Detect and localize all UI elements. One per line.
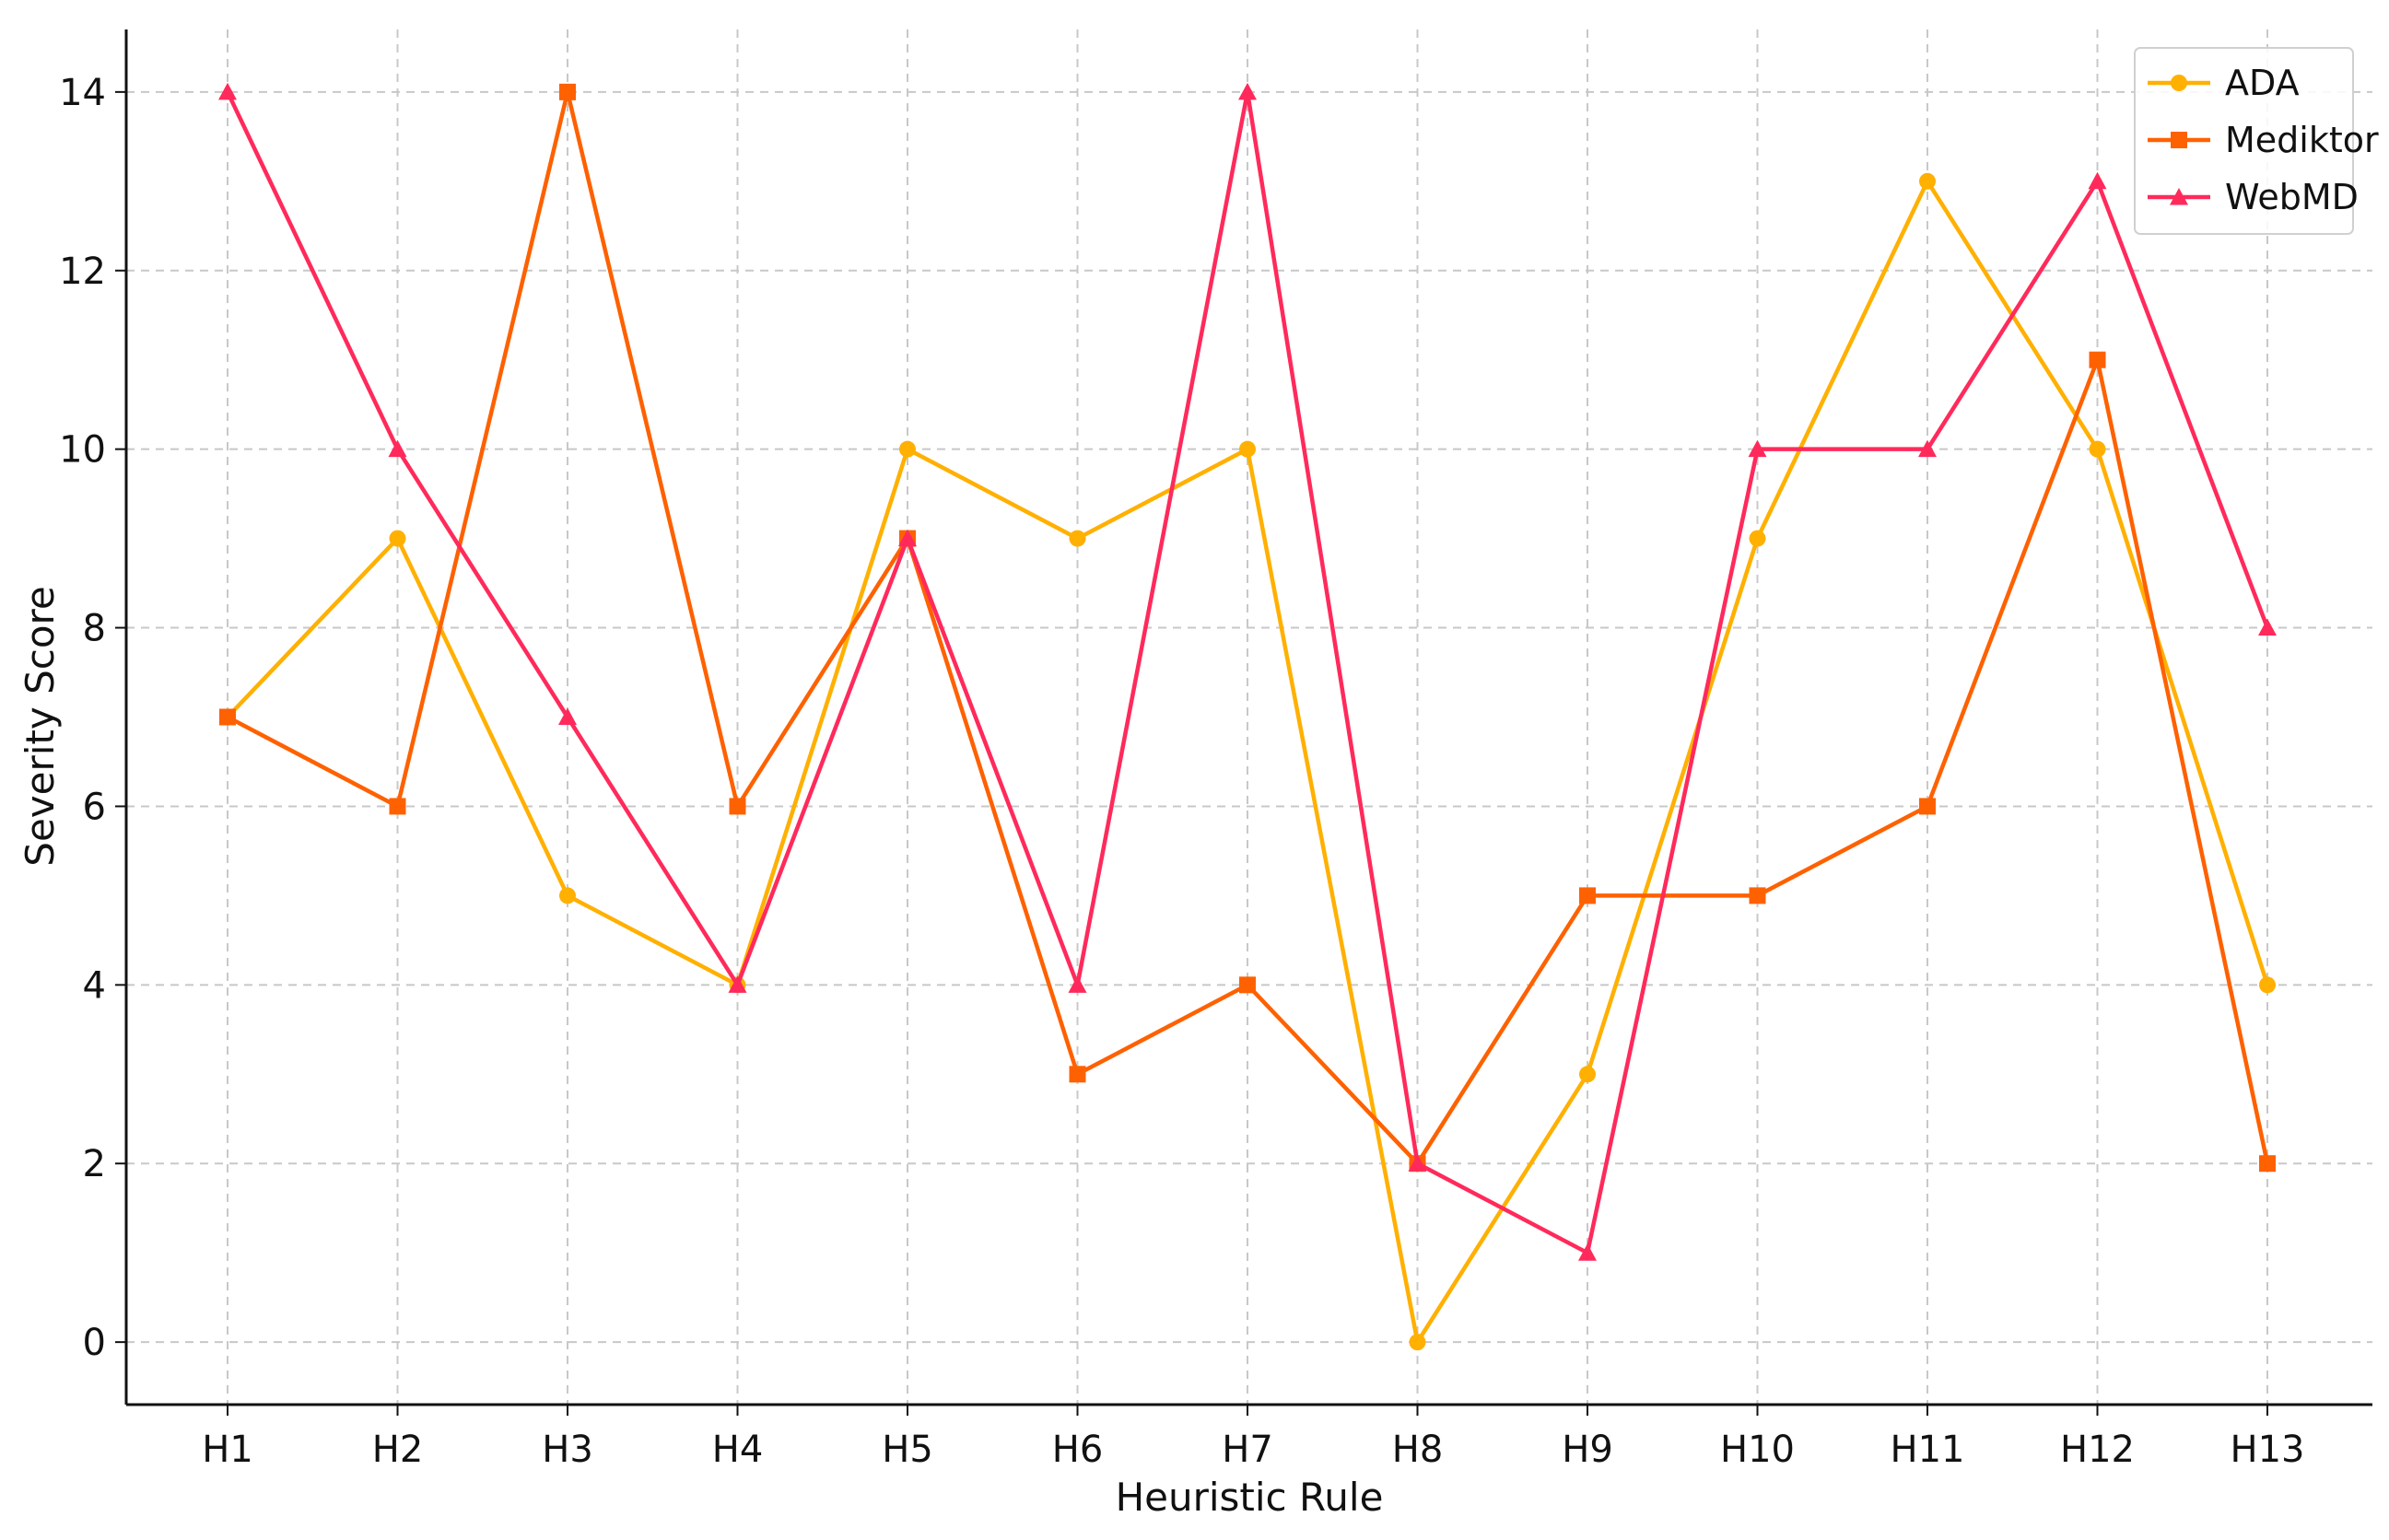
data-point-webmd-H9 [1578, 1243, 1597, 1261]
data-point-webmd-H1 [218, 82, 237, 100]
data-point-mediktor-H13 [2259, 1155, 2276, 1172]
data-point-mediktor-H10 [1749, 887, 1766, 904]
data-point-mediktor-H9 [1579, 887, 1596, 904]
x-tick-label-H7: H7 [1222, 1429, 1273, 1471]
series-lines [218, 82, 2277, 1351]
x-tick-label-H13: H13 [2231, 1429, 2305, 1471]
data-point-webmd-H7 [1238, 82, 1257, 100]
data-point-ada-H10 [1749, 530, 1766, 547]
legend: ADA Mediktor WebMD [2134, 47, 2379, 235]
legend-marker-ada [2171, 75, 2187, 91]
series-ada [219, 172, 2276, 1351]
data-point-webmd-H2 [388, 439, 407, 458]
data-point-webmd-H11 [1918, 439, 1937, 458]
data-point-ada-H9 [1579, 1066, 1596, 1083]
x-tick-label-H9: H9 [1562, 1429, 1613, 1471]
data-point-mediktor-H3 [559, 83, 576, 100]
data-point-mediktor-H7 [1239, 976, 1256, 994]
data-point-ada-H5 [899, 440, 916, 458]
y-tick-label-10: 10 [59, 429, 106, 472]
data-point-ada-H6 [1069, 530, 1086, 547]
x-tick-label-H3: H3 [542, 1429, 593, 1471]
y-tick-label-14: 14 [59, 72, 106, 114]
data-point-webmd-H4 [728, 975, 747, 993]
data-point-ada-H12 [2089, 440, 2106, 458]
y-tick-label-4: 4 [83, 964, 106, 1007]
legend-marker-mediktor [2171, 132, 2187, 148]
data-point-mediktor-H2 [389, 798, 406, 815]
x-tick-label-H2: H2 [372, 1429, 424, 1471]
y-axis-label: Severity Score [18, 586, 63, 866]
x-tick-label-H4: H4 [712, 1429, 764, 1471]
x-tick-label-H6: H6 [1052, 1429, 1104, 1471]
data-point-mediktor-H11 [1919, 798, 1936, 815]
legend-item-webmd: WebMD [2148, 177, 2359, 217]
y-tick-label-8: 8 [83, 608, 106, 650]
data-point-webmd-H10 [1748, 439, 1767, 458]
axes [124, 29, 2372, 1406]
legend-item-mediktor: Mediktor [2148, 120, 2379, 160]
data-point-webmd-H12 [2088, 171, 2107, 190]
data-point-ada-H13 [2259, 976, 2276, 994]
x-tick-label-H12: H12 [2060, 1429, 2135, 1471]
data-point-mediktor-H1 [219, 708, 236, 726]
y-tick-label-0: 0 [83, 1322, 106, 1364]
tick-labels: H1 H2 H3 H4 H5 H6 H7 H8 H9 H10 H11 H12 H13 0 2 4 6 8 10 12 1… [59, 72, 2304, 1471]
data-point-webmd-H5 [898, 529, 917, 547]
x-tick-label-H11: H11 [1891, 1429, 1965, 1471]
data-point-ada-H2 [389, 530, 406, 547]
x-axis-label: Heuristic Rule [1116, 1475, 1384, 1520]
legend-item-ada: ADA [2148, 63, 2300, 103]
grid-lines [126, 29, 2372, 1405]
legend-label-ada: ADA [2225, 63, 2300, 103]
legend-box [2134, 47, 2354, 235]
data-point-ada-H3 [559, 887, 576, 904]
y-tick-label-12: 12 [59, 251, 106, 293]
data-point-ada-H11 [1919, 172, 1936, 190]
x-tick-label-H1: H1 [202, 1429, 253, 1471]
data-point-webmd-H8 [1408, 1154, 1427, 1172]
series-webmd [218, 82, 2277, 1261]
x-tick-label-H5: H5 [882, 1429, 933, 1471]
x-tick-label-H10: H10 [1720, 1429, 1795, 1471]
legend-marker-webmd [2170, 188, 2188, 205]
data-point-mediktor-H12 [2089, 351, 2106, 368]
x-tick-label-H8: H8 [1392, 1429, 1444, 1471]
data-point-ada-H7 [1239, 440, 1256, 458]
y-tick-label-2: 2 [83, 1143, 106, 1185]
data-point-webmd-H13 [2258, 618, 2277, 636]
data-point-mediktor-H4 [729, 798, 746, 815]
legend-label-mediktor: Mediktor [2225, 120, 2379, 160]
data-point-ada-H8 [1409, 1334, 1426, 1351]
data-point-mediktor-H6 [1069, 1066, 1086, 1083]
y-tick-label-6: 6 [83, 786, 106, 828]
legend-label-webmd: WebMD [2225, 177, 2359, 217]
data-point-webmd-H6 [1068, 975, 1087, 993]
data-point-webmd-H3 [558, 707, 577, 725]
